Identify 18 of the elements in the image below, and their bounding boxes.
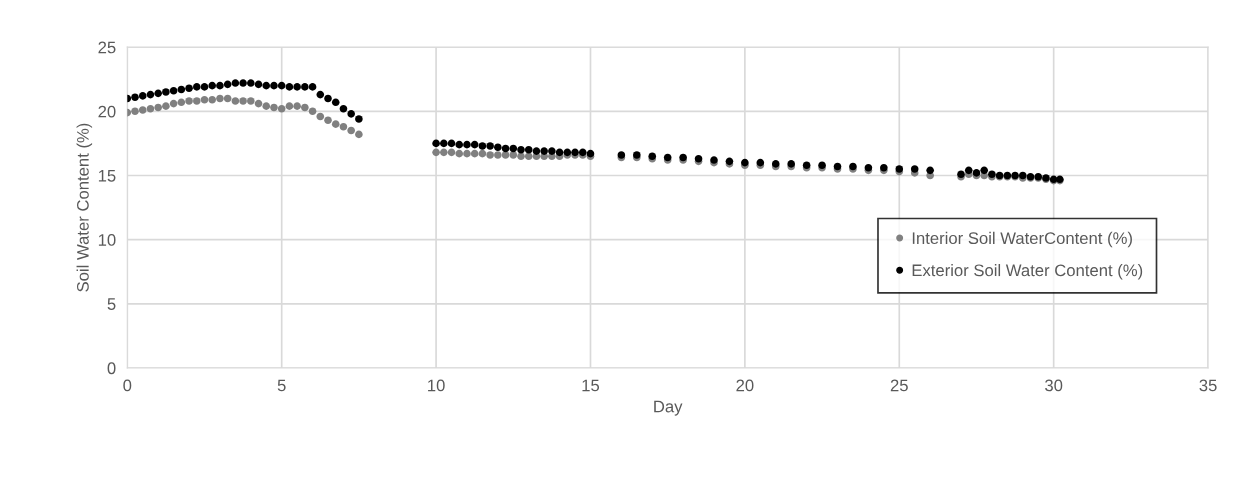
y-tick-label: 10 bbox=[98, 234, 116, 246]
y-tick-label: 25 bbox=[98, 41, 116, 54]
y-tick-label: 20 bbox=[98, 105, 116, 118]
x-tick-label: 20 bbox=[736, 379, 754, 392]
y-tick-label: 5 bbox=[107, 298, 116, 310]
y-tick-label: 0 bbox=[107, 362, 116, 375]
x-tick-label: 35 bbox=[1199, 379, 1217, 392]
x-tick-label: 30 bbox=[1045, 379, 1063, 392]
x-tick-label: 0 bbox=[123, 379, 132, 392]
x-tick-label: 15 bbox=[582, 379, 600, 392]
y-axis-title: Soil Water Content (%) bbox=[76, 123, 93, 292]
y-tick-label: 15 bbox=[98, 170, 116, 182]
legend-label: Interior Soil WaterContent (%) bbox=[912, 231, 1132, 248]
x-tick-label: 10 bbox=[428, 379, 445, 392]
x-tick-label: 25 bbox=[890, 379, 908, 392]
legend-label: Exterior Soil Water Content (%) bbox=[912, 264, 1143, 280]
x-tick-label: 5 bbox=[277, 379, 286, 392]
x-axis-title: Day bbox=[654, 400, 683, 416]
